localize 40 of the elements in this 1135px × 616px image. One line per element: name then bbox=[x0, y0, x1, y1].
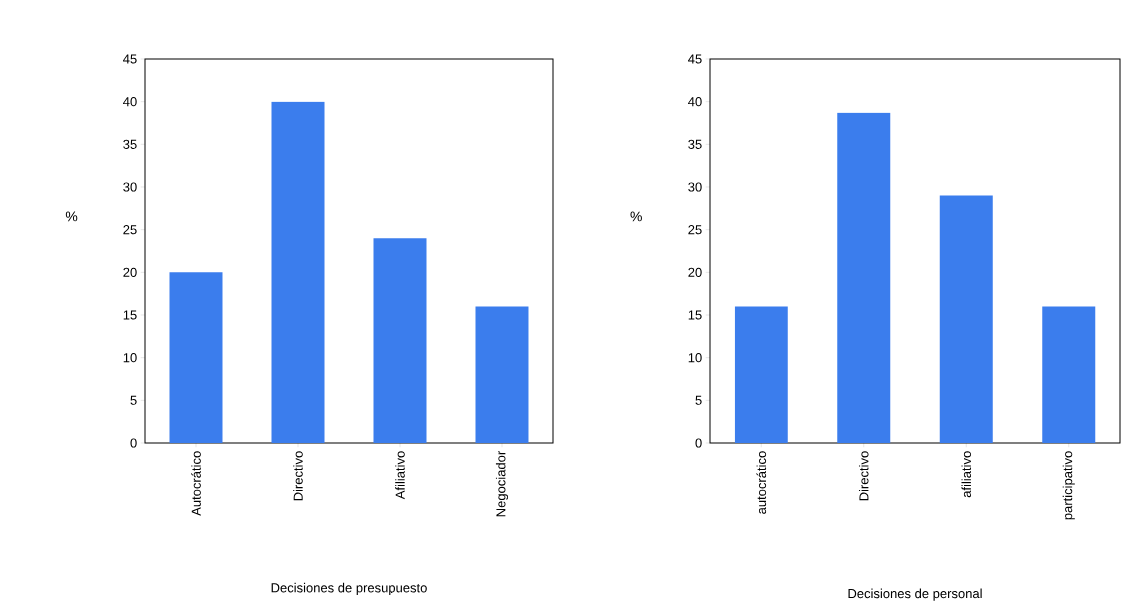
y-tick-label: 15 bbox=[688, 310, 702, 320]
y-tick-label: 40 bbox=[688, 97, 702, 107]
bar bbox=[373, 238, 427, 443]
x-tick-label: participativo bbox=[1062, 451, 1075, 520]
y-tick-label: 25 bbox=[688, 225, 702, 235]
bar bbox=[169, 272, 223, 443]
y-tick-label: 15 bbox=[123, 310, 137, 320]
bar bbox=[734, 306, 788, 443]
bar bbox=[939, 195, 993, 443]
x-axis-title: Decisiones de personal bbox=[848, 588, 982, 601]
x-tick-label: Negociador bbox=[495, 451, 509, 517]
y-tick-label: 30 bbox=[688, 182, 702, 192]
y-tick-label: 0 bbox=[130, 438, 137, 448]
x-tick-label: Directivo bbox=[293, 451, 303, 501]
y-tick-label: 25 bbox=[123, 225, 137, 235]
y-tick-label: 35 bbox=[123, 139, 137, 149]
x-tick-label: afiliativo bbox=[961, 451, 972, 498]
y-tick-label: 45 bbox=[688, 54, 702, 64]
y-tick-label: 20 bbox=[123, 267, 137, 277]
x-tick-label: Directivo bbox=[858, 451, 869, 501]
y-tick-label: 20 bbox=[688, 267, 702, 277]
y-tick-label: 5 bbox=[695, 395, 702, 405]
y-tick-label: 30 bbox=[123, 182, 137, 192]
y-tick-label: 0 bbox=[695, 438, 702, 448]
bar bbox=[271, 101, 325, 443]
bar bbox=[837, 112, 891, 443]
x-tick-label: autocrático bbox=[756, 451, 767, 514]
x-axis-title: Decisiones de presupuesto bbox=[271, 582, 427, 595]
bar bbox=[1042, 306, 1096, 443]
y-axis-title: % bbox=[65, 211, 78, 222]
y-tick-label: 45 bbox=[123, 54, 137, 64]
y-tick-label: 5 bbox=[130, 395, 137, 405]
y-axis-title: % bbox=[630, 211, 642, 222]
x-tick-label: Afiliativo bbox=[395, 451, 405, 500]
y-tick-label: 10 bbox=[123, 353, 137, 363]
y-tick-label: 35 bbox=[688, 139, 702, 149]
y-tick-label: 40 bbox=[123, 97, 137, 107]
bar bbox=[475, 306, 529, 443]
y-tick-label: 10 bbox=[688, 353, 702, 363]
x-tick-label: Autocrático bbox=[191, 451, 201, 516]
